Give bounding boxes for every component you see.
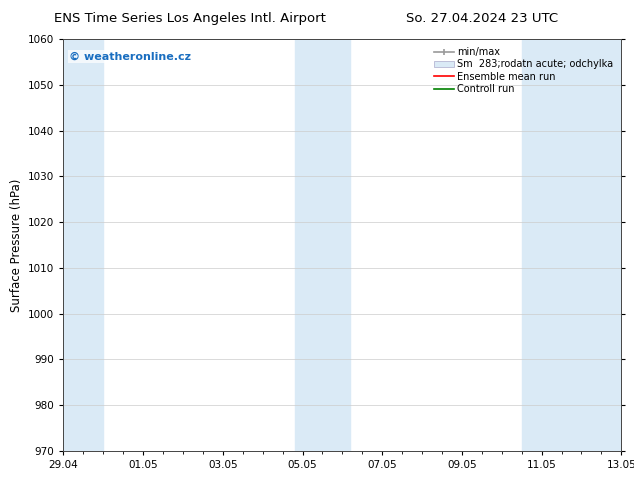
Text: ENS Time Series Los Angeles Intl. Airport: ENS Time Series Los Angeles Intl. Airpor… bbox=[55, 12, 326, 25]
Text: © weatheronline.cz: © weatheronline.cz bbox=[69, 51, 191, 62]
Bar bbox=[295, 39, 351, 451]
Bar bbox=[522, 39, 625, 451]
Y-axis label: Surface Pressure (hPa): Surface Pressure (hPa) bbox=[10, 178, 23, 312]
Bar bbox=[60, 39, 103, 451]
Legend: min/max, Sm  283;rodatn acute; odchylka, Ensemble mean run, Controll run: min/max, Sm 283;rodatn acute; odchylka, … bbox=[431, 44, 616, 97]
Text: So. 27.04.2024 23 UTC: So. 27.04.2024 23 UTC bbox=[406, 12, 558, 25]
